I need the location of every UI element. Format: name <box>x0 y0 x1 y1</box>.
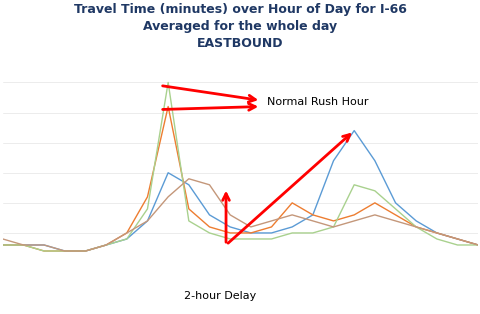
Text: Normal Rush Hour: Normal Rush Hour <box>267 97 368 107</box>
Text: 2-hour Delay: 2-hour Delay <box>183 291 255 301</box>
Title: Travel Time (minutes) over Hour of Day for I-66
Averaged for the whole day
EASTB: Travel Time (minutes) over Hour of Day f… <box>74 3 406 50</box>
